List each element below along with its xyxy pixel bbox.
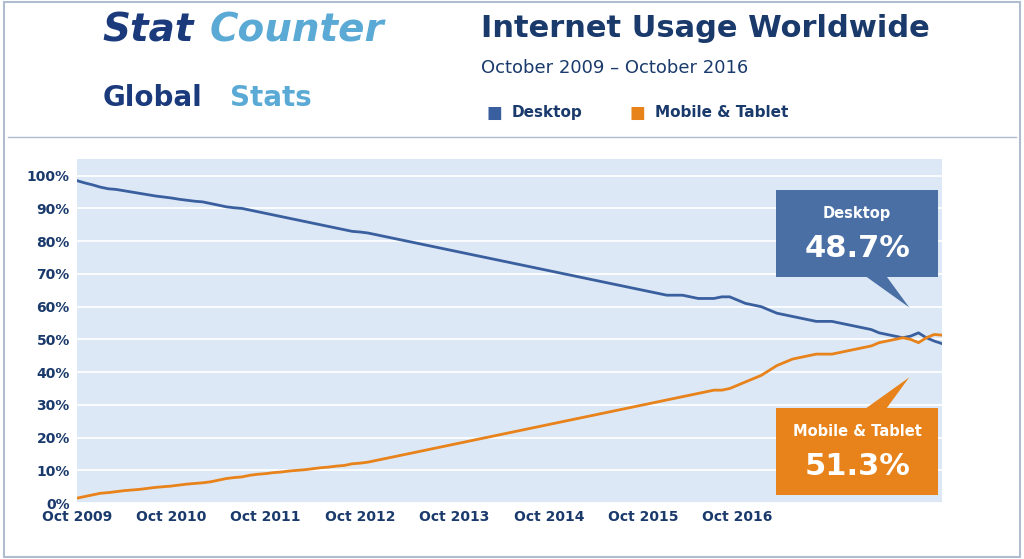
Text: October 2009 – October 2016: October 2009 – October 2016	[481, 59, 749, 77]
Text: ■: ■	[486, 104, 502, 122]
Text: Counter: Counter	[210, 12, 385, 50]
Text: ■: ■	[630, 104, 645, 122]
Text: Desktop: Desktop	[512, 106, 583, 120]
Text: Stats: Stats	[230, 84, 312, 112]
Text: Internet Usage Worldwide: Internet Usage Worldwide	[481, 14, 930, 43]
Text: Desktop: Desktop	[823, 206, 891, 221]
Text: Mobile & Tablet: Mobile & Tablet	[793, 424, 922, 439]
Text: Stat: Stat	[102, 12, 194, 50]
Text: Mobile & Tablet: Mobile & Tablet	[655, 106, 788, 120]
Text: Global: Global	[102, 84, 202, 112]
Text: 51.3%: 51.3%	[804, 452, 910, 481]
Text: 48.7%: 48.7%	[804, 234, 910, 263]
